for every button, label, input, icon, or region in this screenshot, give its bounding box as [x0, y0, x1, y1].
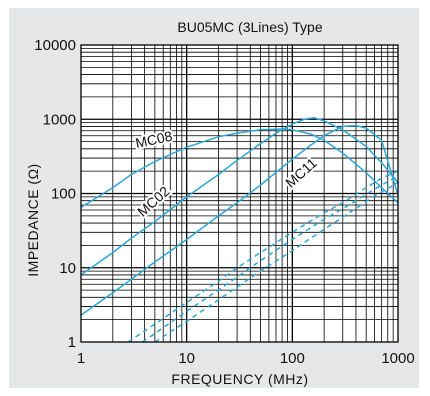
chart-title: BU05MC (3Lines) Type [177, 19, 322, 35]
series-line-mc08 [80, 128, 399, 209]
y-tick-label: 10 [59, 260, 76, 277]
y-tick-label: 10000 [34, 37, 76, 54]
y-axis-label: IMPEDANCE (Ω) [25, 163, 41, 276]
x-tick-label: 10 [178, 350, 195, 367]
series-line-mc11 [80, 124, 399, 316]
x-axis-label: FREQUENCY (MHz) [171, 371, 308, 387]
x-tick-label: 100 [280, 350, 305, 367]
dashed-series-line [127, 170, 399, 343]
y-tick-label: 1000 [43, 111, 76, 128]
dashed-series-line [141, 175, 399, 343]
plot-frame [80, 44, 399, 343]
dashed-series-line [154, 181, 399, 343]
series-line-mc02 [80, 116, 399, 276]
x-tick-label: 1000 [381, 350, 414, 367]
y-tick-label: 100 [51, 186, 76, 203]
x-tick-label: 1 [77, 350, 85, 367]
chart-grid [81, 45, 398, 342]
y-tick-label: 1 [68, 334, 76, 351]
tick-labels: 1 10 100 1000 1 10 100 1000 10000 [34, 37, 414, 367]
